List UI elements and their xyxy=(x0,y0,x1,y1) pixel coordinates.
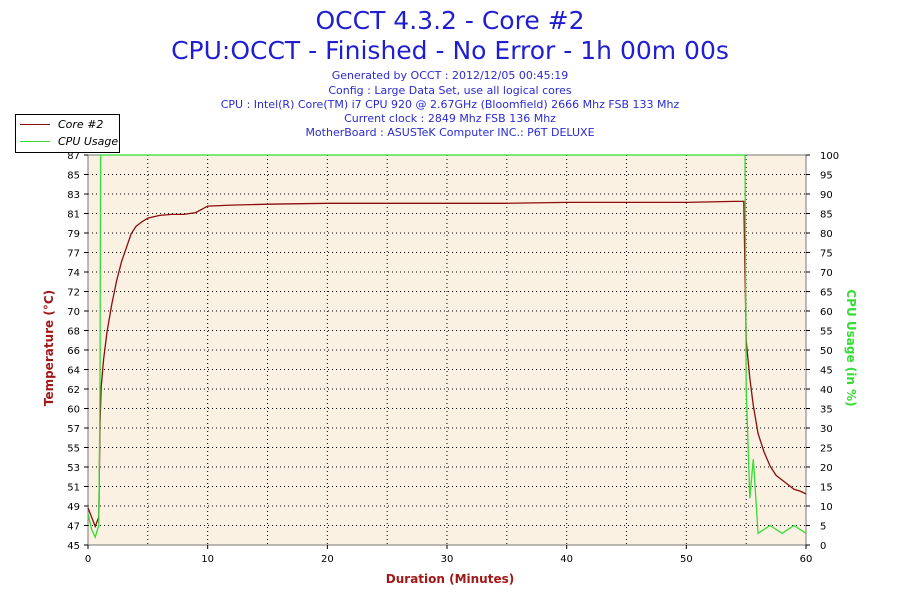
legend-item-cpu-usage: CPU Usage xyxy=(20,133,118,149)
config-info: Config : Large Data Set, use all logical… xyxy=(328,84,572,97)
legend-swatch-cpu-usage xyxy=(20,140,50,142)
plot-area xyxy=(88,155,806,545)
chart-title: OCCT 4.3.2 - Core #2 xyxy=(315,6,585,35)
clock-info: Current clock : 2849 Mhz FSB 136 Mhz xyxy=(344,112,556,125)
y-tick-label-right: 55 xyxy=(820,327,833,338)
y-tick-label-right: 10 xyxy=(820,502,833,513)
y-tick-label-right: 5 xyxy=(820,522,826,533)
y-tick-label-right: 100 xyxy=(820,151,839,162)
y-tick-label-right: 35 xyxy=(820,405,833,416)
series-line-cpu-usage xyxy=(87,154,807,540)
y-tick-label-left: 68 xyxy=(67,327,80,338)
y-tick-label-left: 85 xyxy=(67,171,80,182)
legend-swatch-core2 xyxy=(20,123,50,125)
cpu-info: CPU : Intel(R) Core(TM) i7 CPU 920 @ 2.6… xyxy=(220,98,680,111)
y-tick-label-right: 50 xyxy=(820,346,833,357)
y-tick-label-right: 75 xyxy=(820,249,833,260)
legend: Core #2 CPU Usage xyxy=(15,114,120,153)
y-tick-label-left: 77 xyxy=(67,249,80,260)
y-tick-label-left: 79 xyxy=(67,229,80,240)
y-tick-label-left: 62 xyxy=(67,385,80,396)
y-tick-label-left: 83 xyxy=(67,190,80,201)
y-tick-label-left: 53 xyxy=(67,463,80,474)
legend-label-core2: Core #2 xyxy=(58,117,104,131)
y-tick-label-left: 64 xyxy=(67,366,80,377)
y-tick-label-left: 45 xyxy=(67,541,80,552)
y-tick-label-right: 20 xyxy=(820,463,833,474)
y-axis-title-left: Temperature (°C) xyxy=(42,289,56,407)
y-tick-label-right: 60 xyxy=(820,307,833,318)
y-tick-label-right: 85 xyxy=(820,210,833,221)
y-tick-label-right: 70 xyxy=(820,268,833,279)
generated-info: Generated by OCCT : 2012/12/05 00:45:19 xyxy=(331,69,569,82)
y-tick-label-right: 95 xyxy=(820,171,833,182)
x-tick-label: 60 xyxy=(800,554,813,565)
y-tick-label-right: 15 xyxy=(820,483,833,494)
y-tick-label-left: 51 xyxy=(67,483,80,494)
y-tick-label-left: 81 xyxy=(67,210,80,221)
y-axis-title-right: CPU Usage (in %) xyxy=(844,289,858,407)
x-axis-title: Duration (Minutes) xyxy=(385,572,515,586)
y-tick-label-right: 25 xyxy=(820,444,833,455)
y-tick-label-left: 57 xyxy=(67,424,80,435)
y-tick-label-right: 90 xyxy=(820,190,833,201)
motherboard-info: MotherBoard : ASUSTeK Computer INC.: P6T… xyxy=(305,126,595,139)
y-tick-label-right: 40 xyxy=(820,385,833,396)
y-tick-label-left: 55 xyxy=(67,444,80,455)
x-tick-label: 50 xyxy=(680,554,693,565)
x-tick-label: 40 xyxy=(560,554,573,565)
legend-item-core2: Core #2 xyxy=(20,116,103,132)
y-tick-label-left: 74 xyxy=(67,268,80,279)
y-tick-label-right: 0 xyxy=(820,541,826,552)
x-tick-label: 30 xyxy=(441,554,454,565)
x-tick-label: 10 xyxy=(201,554,214,565)
y-tick-label-left: 70 xyxy=(67,307,80,318)
series-line-core2 xyxy=(87,200,807,529)
chart-subtitle: CPU:OCCT - Finished - No Error - 1h 00m … xyxy=(171,36,729,65)
y-tick-label-left: 87 xyxy=(67,151,80,162)
y-tick-label-right: 30 xyxy=(820,424,833,435)
y-tick-label-right: 65 xyxy=(820,288,833,299)
y-tick-label-right: 80 xyxy=(820,229,833,240)
y-tick-label-left: 72 xyxy=(67,288,80,299)
y-tick-label-left: 49 xyxy=(67,502,80,513)
y-tick-label-left: 66 xyxy=(67,346,80,357)
x-tick-label: 20 xyxy=(321,554,334,565)
y-tick-label-left: 60 xyxy=(67,405,80,416)
x-tick-label: 0 xyxy=(85,554,91,565)
y-tick-label-left: 47 xyxy=(67,522,80,533)
y-tick-label-right: 45 xyxy=(820,366,833,377)
legend-label-cpu-usage: CPU Usage xyxy=(58,134,119,148)
